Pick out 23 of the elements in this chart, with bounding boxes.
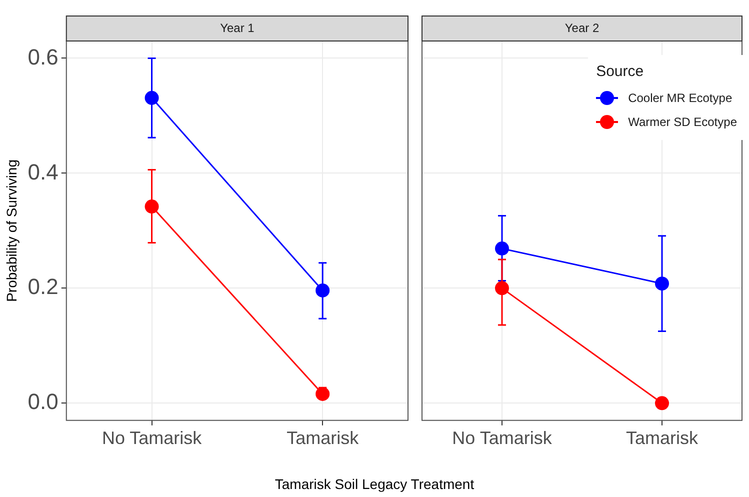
x-tick-label: No Tamarisk: [102, 428, 203, 448]
x-tick-label: Tamarisk: [286, 428, 360, 448]
chart-title: Year 2: [564, 20, 600, 35]
point: [144, 90, 159, 105]
point: [655, 396, 669, 410]
chart-title: Year 1: [220, 20, 255, 35]
x-tick-label: Tamarisk: [626, 428, 699, 448]
legend-title: Source: [596, 63, 645, 80]
point: [655, 276, 669, 291]
y-tick-label: 0.0: [28, 389, 58, 414]
y-tick-label: 0.2: [28, 274, 58, 300]
y-tick-label: 0.6: [28, 44, 58, 70]
x-axis-title: Tamarisk Soil Legacy Treatment: [274, 476, 476, 492]
point: [316, 283, 330, 298]
legend-label: Warmer SD Ecotype: [628, 115, 737, 129]
y-tick-label: 0.4: [28, 159, 58, 184]
y-axis-title: Probability of Surviving: [3, 159, 20, 302]
point: [316, 386, 330, 401]
point: [495, 281, 509, 296]
point: [495, 242, 509, 256]
legend-label: Cooler MR Ecotype: [628, 91, 732, 105]
point: [144, 200, 159, 214]
x-tick-label: No Tamarisk: [452, 428, 553, 448]
